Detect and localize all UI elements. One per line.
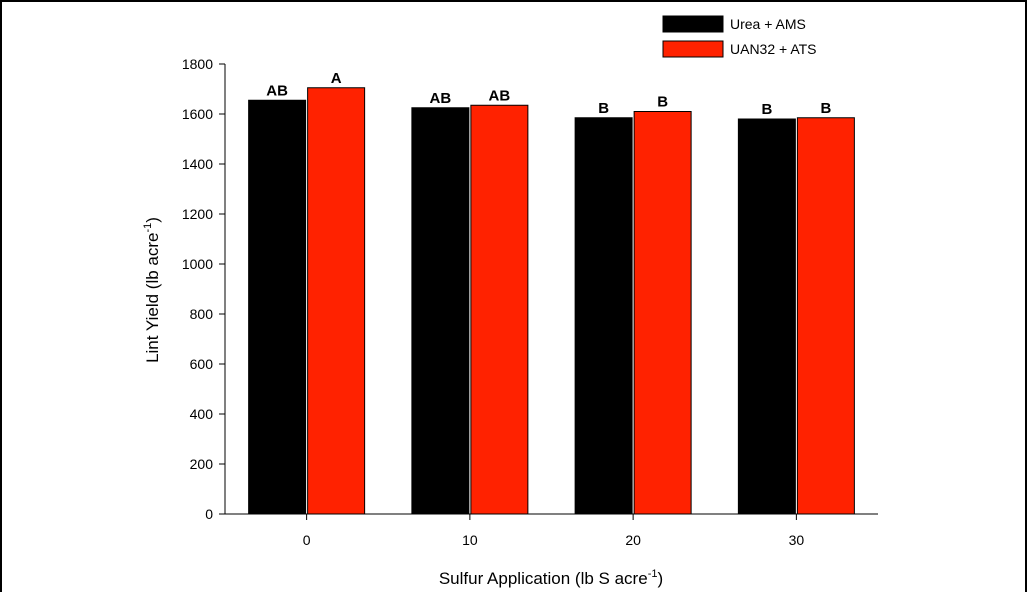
legend: Urea + AMS UAN32 + ATS [662,15,817,58]
bar-significance-label: AB [430,90,452,107]
bar [470,104,529,515]
bar [574,117,633,515]
y-tick-label: 1000 [182,256,213,272]
bar [411,107,470,515]
bar-significance-label: B [657,94,668,111]
bar-significance-label: AB [266,82,288,99]
x-tick-label: 30 [789,532,805,548]
y-tick-label: 1600 [182,106,213,122]
bar-significance-label: AB [489,87,511,104]
y-tick-label: 800 [190,306,214,322]
bar [633,111,692,515]
bar-significance-label: A [331,70,342,87]
x-tick-label: 10 [462,532,478,548]
legend-label: Urea + AMS [730,16,806,32]
x-axis-title-main: Sulfur Application (lb S acre [439,569,648,588]
bar [307,87,366,515]
bar-significance-label: B [761,101,772,118]
y-axis-title: Lint Yield (lb acre-1) [142,217,162,363]
legend-swatch [662,40,724,58]
bars: AB A AB AB B B B B [248,70,855,515]
y-tick-label: 200 [190,456,214,472]
y-axis: 0 200 400 600 800 1000 1200 1400 1600 1800 [182,56,226,522]
x-tick-label: 20 [625,532,641,548]
bar [796,117,855,515]
bar [248,99,307,515]
y-tick-label: 1200 [182,206,213,222]
y-tick-label: 400 [190,406,214,422]
y-axis-title-close: ) [143,217,162,223]
bar [737,118,796,515]
x-tick-label: 0 [303,532,311,548]
x-axis-title-sup: -1 [648,568,658,580]
x-axis-title-close: ) [657,569,663,588]
y-axis-title-sup: -1 [142,223,154,233]
legend-swatch [662,15,724,33]
bar-significance-label: B [820,100,831,117]
y-axis-title-main: Lint Yield (lb acre [143,233,162,363]
legend-label: UAN32 + ATS [730,41,817,57]
y-tick-label: 0 [205,506,213,522]
y-tick-label: 600 [190,356,214,372]
bar-significance-label: B [598,100,609,117]
y-tick-label: 1400 [182,156,213,172]
y-tick-label: 1800 [182,56,213,72]
x-axis-title: Sulfur Application (lb S acre-1) [439,568,663,588]
